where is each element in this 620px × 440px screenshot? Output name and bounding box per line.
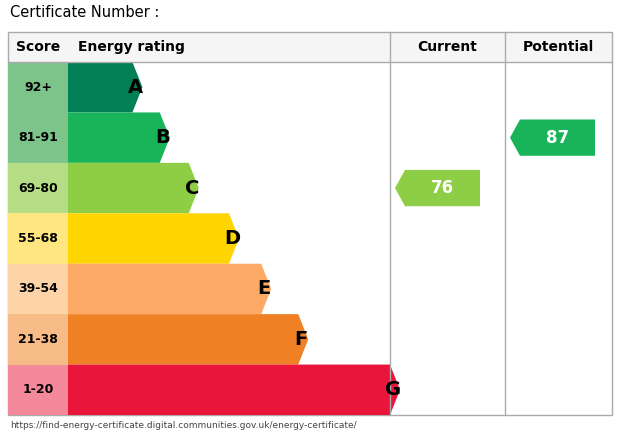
Polygon shape [68,365,400,415]
Text: Certificate Number :: Certificate Number : [10,5,159,20]
Bar [8,32,612,415]
Polygon shape [68,163,199,213]
Text: 87: 87 [546,128,569,147]
Text: https://find-energy-certificate.digital.communities.gov.uk/energy-certificate/: https://find-energy-certificate.digital.… [10,421,356,430]
Text: 69-80: 69-80 [18,182,58,194]
Text: Score: Score [16,40,60,54]
Polygon shape [68,314,308,365]
Text: 39-54: 39-54 [18,282,58,295]
Text: 92+: 92+ [24,81,52,94]
Bar [8,213,68,264]
Bar [8,365,68,415]
Polygon shape [395,170,480,206]
Polygon shape [68,113,170,163]
Polygon shape [68,264,271,314]
Bar [8,62,68,113]
Text: F: F [294,330,308,349]
Text: B: B [156,128,170,147]
Bar [8,314,68,365]
Text: Energy rating: Energy rating [78,40,185,54]
Polygon shape [68,62,143,113]
Text: 76: 76 [431,179,454,197]
Text: A: A [128,78,143,97]
Text: E: E [257,279,271,298]
Text: 55-68: 55-68 [18,232,58,245]
Text: Current: Current [417,40,477,54]
Text: 1-20: 1-20 [22,383,54,396]
Bar [8,163,68,213]
Text: 21-38: 21-38 [18,333,58,346]
Bar [8,113,68,163]
Polygon shape [68,213,239,264]
Text: C: C [185,179,199,198]
Text: Potential: Potential [523,40,594,54]
Bar [8,264,68,314]
Text: 81-91: 81-91 [18,131,58,144]
Bar [8,32,612,62]
Text: D: D [224,229,240,248]
Polygon shape [510,120,595,156]
Text: G: G [385,380,401,399]
